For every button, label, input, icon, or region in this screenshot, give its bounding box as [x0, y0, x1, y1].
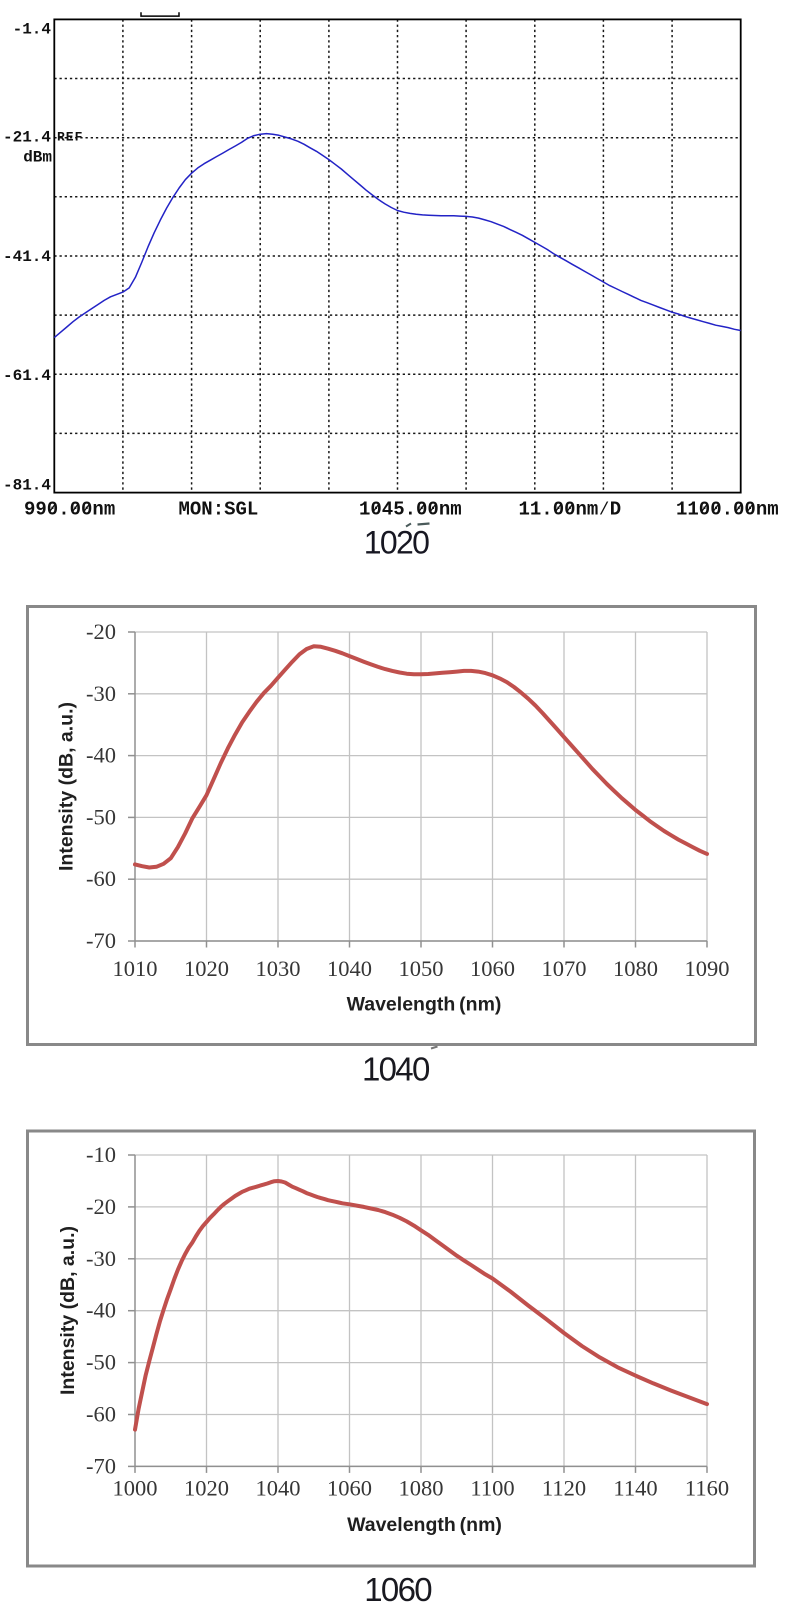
svg-text:990.00nm: 990.00nm	[24, 499, 115, 521]
svg-text:-50: -50	[86, 804, 116, 829]
svg-text:-60: -60	[86, 866, 116, 891]
svg-text:-60: -60	[86, 1402, 116, 1427]
svg-text:1100: 1100	[470, 1476, 514, 1501]
svg-text:-30: -30	[86, 681, 116, 706]
svg-text:1080: 1080	[399, 1476, 444, 1501]
svg-text:1040: 1040	[256, 1476, 301, 1501]
svg-text:1070: 1070	[542, 956, 587, 981]
svg-text:-1.4: -1.4	[13, 21, 52, 39]
svg-text:Wavelength (nm): Wavelength (nm)	[347, 1514, 502, 1536]
svg-text:1020: 1020	[184, 956, 229, 981]
svg-text:1030: 1030	[256, 956, 301, 981]
svg-text:-40: -40	[86, 1298, 116, 1323]
svg-text:-70: -70	[86, 928, 116, 953]
svg-text:1045.00nm: 1045.00nm	[359, 499, 462, 521]
svg-text:-50: -50	[86, 1350, 116, 1375]
svg-text:1000: 1000	[113, 1476, 158, 1501]
svg-text:-20: -20	[86, 619, 116, 644]
svg-text:1090: 1090	[685, 956, 730, 981]
svg-text:-10: -10	[86, 1142, 116, 1167]
svg-text:-70: -70	[86, 1453, 116, 1478]
svg-text:1020: 1020	[184, 1476, 229, 1501]
svg-text:Intensity (dB, a.u.): Intensity (dB, a.u.)	[56, 702, 78, 871]
svg-text:1010: 1010	[113, 956, 158, 981]
svg-text:-30: -30	[86, 1246, 116, 1271]
svg-text:Wavelength (nm): Wavelength (nm)	[347, 994, 502, 1016]
svg-text:1140: 1140	[613, 1476, 657, 1501]
svg-text:dBm: dBm	[23, 149, 52, 167]
svg-text:1060: 1060	[364, 1571, 432, 1604]
svg-text:1080: 1080	[613, 956, 658, 981]
svg-text:Intensity (dB, a.u.): Intensity (dB, a.u.)	[57, 1226, 79, 1395]
svg-text:1160: 1160	[685, 1476, 729, 1501]
svg-text:1060: 1060	[327, 1476, 372, 1501]
svg-text:-61.4: -61.4	[3, 367, 51, 385]
svg-text:REF: REF	[57, 130, 83, 145]
svg-text:1120: 1120	[542, 1476, 586, 1501]
svg-text:-41.4: -41.4	[3, 248, 51, 266]
svg-text:1020: 1020	[364, 525, 429, 561]
svg-text:-81.4: -81.4	[3, 477, 51, 495]
svg-text:-20: -20	[86, 1194, 116, 1219]
svg-text:MON:SGL: MON:SGL	[179, 499, 259, 521]
svg-text:-21.4: -21.4	[3, 129, 51, 147]
svg-text:1040: 1040	[327, 956, 372, 981]
svg-text:11.00nm⁄D: 11.00nm⁄D	[519, 499, 622, 521]
svg-text:1060: 1060	[470, 956, 515, 981]
svg-text:1040: 1040	[362, 1051, 430, 1088]
svg-text:1100.00nm: 1100.00nm	[676, 499, 779, 521]
svg-text:-40: -40	[86, 743, 116, 768]
svg-text:1050: 1050	[399, 956, 444, 981]
